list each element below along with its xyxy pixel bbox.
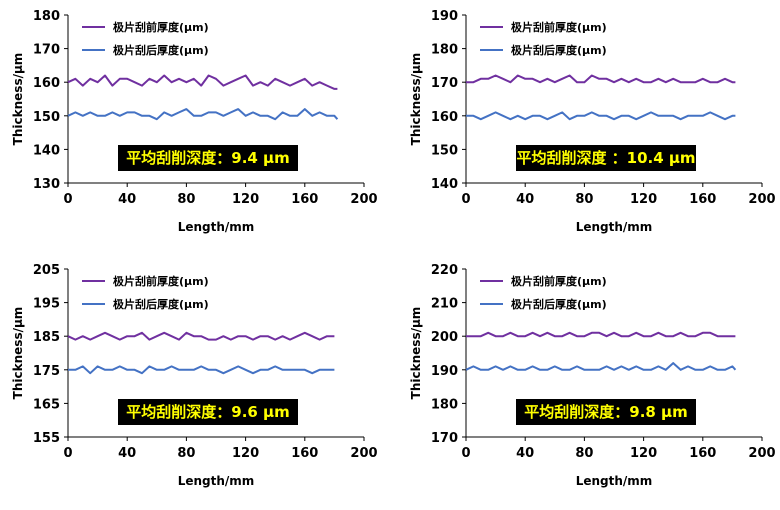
series-line-before	[466, 331, 736, 338]
x-axis-label: Length/mm	[576, 474, 653, 488]
y-tick-label: 205	[33, 263, 60, 278]
x-tick-label: 80	[177, 446, 195, 461]
y-tick-label: 190	[431, 364, 458, 379]
y-tick-label: 180	[33, 9, 60, 24]
x-tick-label: 0	[461, 192, 470, 207]
annotation-box	[118, 399, 298, 425]
y-tick-label: 155	[33, 431, 60, 446]
y-tick-label: 165	[33, 397, 60, 412]
y-axis-label: Thickness/μm	[11, 307, 25, 400]
x-axis-label: Length/mm	[576, 220, 653, 234]
legend-label: 极片刮前厚度(μm)	[113, 20, 209, 34]
x-tick-label: 0	[63, 446, 72, 461]
x-tick-label: 200	[748, 192, 775, 207]
x-tick-label: 40	[118, 192, 136, 207]
x-tick-label: 160	[689, 446, 716, 461]
chart-panel-1: 130 140 150 160 170 180 0 40 80 120 160 200 Length/m…	[11, 9, 378, 234]
series-line-after	[465, 362, 737, 371]
y-tick-label: 160	[33, 76, 60, 91]
y-tick-label: 160	[431, 110, 458, 125]
annotation-text: 平均刮削深度：9.8 μm	[524, 403, 687, 421]
y-tick-label: 190	[431, 9, 458, 24]
y-tick-label: 170	[431, 431, 458, 446]
y-tick-label: 185	[33, 330, 60, 345]
y-tick-label: 210	[431, 297, 458, 312]
x-tick-label: 40	[118, 446, 136, 461]
y-axis-label: Thickness/μm	[409, 307, 423, 400]
legend-label: 极片刮前厚度(μm)	[113, 274, 209, 288]
y-tick-label: 220	[431, 263, 458, 278]
series-line-before	[67, 74, 338, 90]
y-tick-label: 150	[33, 110, 60, 125]
x-tick-label: 40	[516, 446, 534, 461]
x-tick-label: 40	[516, 192, 534, 207]
x-tick-label: 200	[748, 446, 775, 461]
y-tick-label: 140	[33, 143, 60, 158]
series-line-before	[466, 74, 736, 84]
x-tick-label: 160	[291, 446, 318, 461]
annotation-text: 平均刮削深度：9.4 μm	[126, 149, 289, 167]
series-line-after	[67, 108, 339, 121]
x-tick-label: 160	[291, 192, 318, 207]
y-tick-label: 180	[431, 397, 458, 412]
legend-label: 极片刮前厚度(μm)	[511, 20, 607, 34]
y-tick-label: 175	[33, 364, 60, 379]
chart-panel-2: 140 150 160 170 180 190 0 40 80 120 160 200 Length/m…	[409, 9, 776, 234]
x-axis-label: Length/mm	[178, 474, 255, 488]
series-line-after	[466, 111, 736, 121]
x-tick-label: 80	[575, 446, 593, 461]
x-tick-label: 160	[689, 192, 716, 207]
y-tick-label: 130	[33, 177, 60, 192]
y-tick-label: 150	[431, 143, 458, 158]
x-tick-label: 80	[575, 192, 593, 207]
y-tick-label: 195	[33, 297, 60, 312]
x-tick-label: 0	[461, 446, 470, 461]
annotation-text: 平均刮削深度：9.6 μm	[126, 403, 289, 421]
y-tick-label: 200	[431, 330, 458, 345]
y-axis-label: Thickness/μm	[409, 53, 423, 146]
y-axis-label: Thickness/μm	[11, 53, 25, 146]
legend-label: 极片刮后厚度(μm)	[511, 297, 607, 311]
legend-label: 极片刮后厚度(μm)	[113, 43, 209, 57]
x-tick-label: 120	[232, 446, 259, 461]
annotation-text: 平均刮削深度 ：10.4 μm	[516, 149, 695, 167]
x-axis-label: Length/mm	[178, 220, 255, 234]
chart-panel-3: 155 165 175 185 195 205 0 40 80 120 160 200 Length/m…	[11, 263, 378, 488]
series-line-after	[68, 365, 335, 375]
x-tick-label: 120	[232, 192, 259, 207]
y-tick-label: 170	[431, 76, 458, 91]
y-tick-label: 170	[33, 43, 60, 58]
y-tick-label: 180	[431, 43, 458, 58]
y-tick-label: 140	[431, 177, 458, 192]
x-tick-label: 120	[630, 446, 657, 461]
series-line-before	[67, 331, 335, 341]
x-tick-label: 0	[63, 192, 72, 207]
legend-label: 极片刮前厚度(μm)	[511, 274, 607, 288]
legend-label: 极片刮后厚度(μm)	[113, 297, 209, 311]
x-tick-label: 120	[630, 192, 657, 207]
x-tick-label: 200	[350, 446, 377, 461]
legend-label: 极片刮后厚度(μm)	[511, 43, 607, 57]
chart-panel-4: 170 180 190 200 210 220 0 40 80 120 160 200 Length/m…	[409, 263, 776, 488]
annotation-box	[516, 145, 696, 171]
annotation-box	[516, 399, 696, 425]
annotation-box	[118, 145, 298, 171]
x-tick-label: 80	[177, 192, 195, 207]
x-tick-label: 200	[350, 192, 377, 207]
